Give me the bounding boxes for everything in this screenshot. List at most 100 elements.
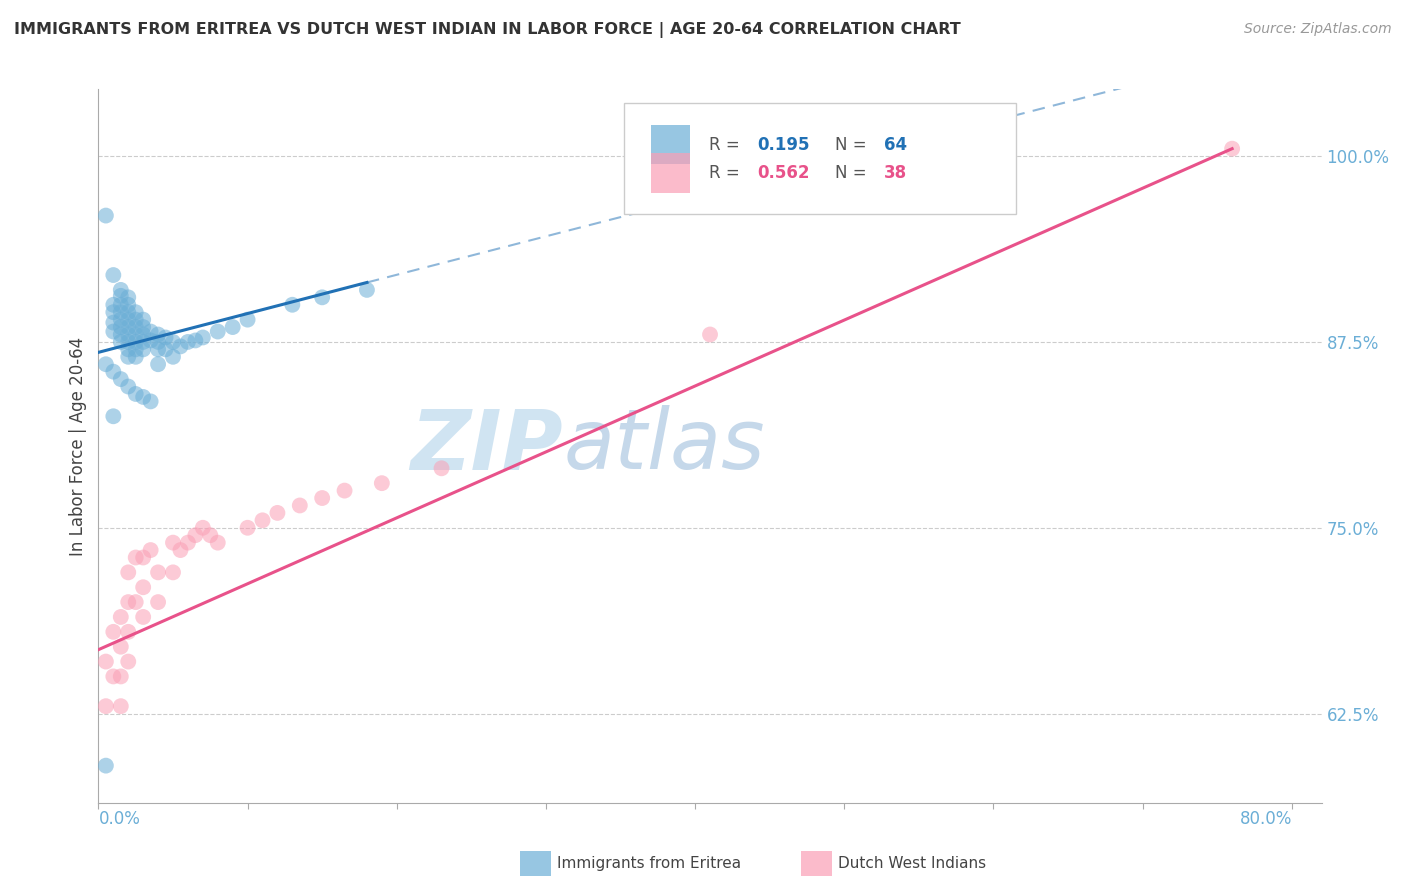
Point <box>162 350 184 364</box>
Point <box>117 350 139 364</box>
Point <box>103 409 125 424</box>
Point <box>184 334 207 348</box>
Text: ZIP: ZIP <box>411 406 564 486</box>
Text: Source: ZipAtlas.com: Source: ZipAtlas.com <box>1244 22 1392 37</box>
Point <box>125 550 148 565</box>
Point <box>132 343 155 357</box>
Point <box>103 305 125 319</box>
Point <box>162 334 184 349</box>
Point <box>125 327 148 342</box>
Point <box>132 312 155 326</box>
Point <box>103 624 125 639</box>
Point <box>110 283 132 297</box>
Point <box>430 461 453 475</box>
Point <box>117 334 139 349</box>
Point <box>110 640 132 654</box>
Point <box>110 610 132 624</box>
Point <box>117 298 139 312</box>
Text: R =: R = <box>709 136 745 153</box>
Point <box>146 327 169 342</box>
Point <box>699 327 721 342</box>
Point <box>252 513 274 527</box>
Point <box>117 343 139 357</box>
Point <box>125 387 148 401</box>
Point <box>311 290 333 304</box>
Point <box>281 298 304 312</box>
Point <box>110 327 132 342</box>
Point <box>103 325 125 339</box>
Point <box>356 283 378 297</box>
Point <box>132 390 155 404</box>
Point <box>132 610 155 624</box>
Text: R =: R = <box>709 164 745 182</box>
Point <box>371 476 394 491</box>
Point <box>132 320 155 334</box>
Text: Immigrants from Eritrea: Immigrants from Eritrea <box>557 856 741 871</box>
FancyBboxPatch shape <box>624 103 1015 214</box>
Point <box>311 491 333 505</box>
Text: 0.0%: 0.0% <box>98 810 141 829</box>
Text: 80.0%: 80.0% <box>1240 810 1292 829</box>
Point <box>139 325 162 339</box>
Text: 38: 38 <box>884 164 907 182</box>
Point <box>236 521 259 535</box>
Point <box>132 580 155 594</box>
Point <box>146 343 169 357</box>
Text: 0.195: 0.195 <box>758 136 810 153</box>
Point <box>146 566 169 580</box>
Point <box>221 320 243 334</box>
Point <box>94 357 117 371</box>
Point <box>177 535 200 549</box>
Point <box>94 758 117 772</box>
Point <box>117 312 139 326</box>
Point <box>110 334 132 349</box>
Point <box>94 209 117 223</box>
Point <box>117 566 139 580</box>
Text: N =: N = <box>835 164 872 182</box>
Text: N =: N = <box>835 136 872 153</box>
Point <box>207 325 229 339</box>
Point <box>110 289 132 303</box>
Point <box>125 312 148 326</box>
Point <box>117 290 139 304</box>
Point <box>191 521 214 535</box>
Point <box>110 305 132 319</box>
Point <box>132 334 155 349</box>
Point <box>146 334 169 349</box>
Text: atlas: atlas <box>564 406 765 486</box>
Point <box>117 320 139 334</box>
Point <box>207 535 229 549</box>
Point <box>110 312 132 326</box>
Point <box>110 372 132 386</box>
Point <box>125 320 148 334</box>
Point <box>155 330 177 344</box>
Point <box>146 357 169 371</box>
Point <box>103 298 125 312</box>
Point <box>117 595 139 609</box>
Point <box>1220 142 1243 156</box>
Point <box>139 334 162 348</box>
Point <box>110 669 132 683</box>
Point <box>236 312 259 326</box>
Point <box>103 669 125 683</box>
Point <box>132 327 155 342</box>
Point <box>162 535 184 549</box>
Point <box>139 394 162 409</box>
Point <box>117 624 139 639</box>
Point <box>103 268 125 282</box>
Point <box>110 298 132 312</box>
Point <box>146 595 169 609</box>
Point <box>169 339 191 353</box>
Point <box>169 543 191 558</box>
Point <box>117 655 139 669</box>
Text: 64: 64 <box>884 136 907 153</box>
Text: Dutch West Indians: Dutch West Indians <box>838 856 986 871</box>
Point <box>94 699 117 714</box>
Point <box>155 343 177 357</box>
Point <box>162 566 184 580</box>
Text: IMMIGRANTS FROM ERITREA VS DUTCH WEST INDIAN IN LABOR FORCE | AGE 20-64 CORRELAT: IMMIGRANTS FROM ERITREA VS DUTCH WEST IN… <box>14 22 960 38</box>
Point <box>200 528 222 542</box>
Point <box>103 365 125 379</box>
Point <box>139 543 162 558</box>
Point <box>117 327 139 342</box>
